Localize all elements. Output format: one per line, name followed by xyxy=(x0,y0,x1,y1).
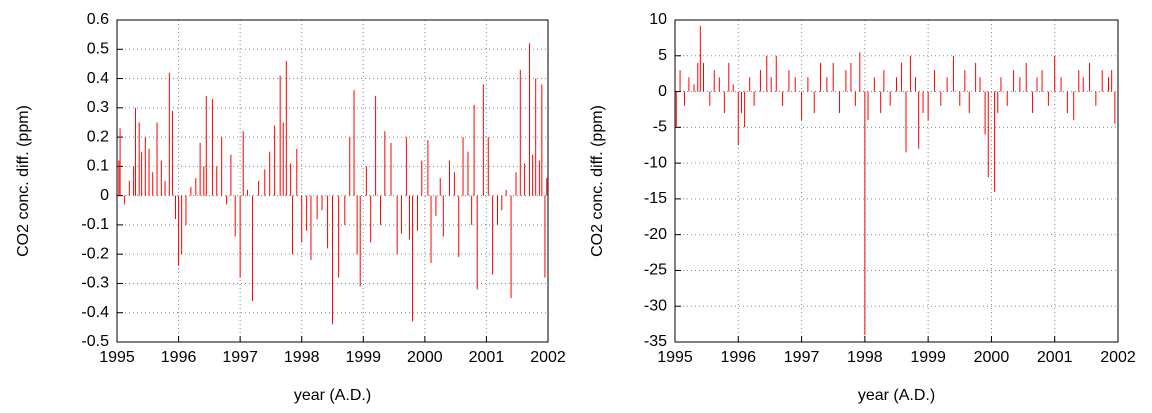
plot-frame xyxy=(674,19,1119,343)
x-tick-label: 1996 xyxy=(720,349,756,366)
y-tick-label: -5 xyxy=(653,119,667,136)
x-tick-label: 2000 xyxy=(407,349,443,366)
y-axis-label: CO2 conc. diff. (ppm) xyxy=(589,105,606,257)
y-axis-label: CO2 conc. diff. (ppm) xyxy=(15,105,32,257)
x-tick-label: 1998 xyxy=(284,349,320,366)
plot-frame xyxy=(116,19,549,343)
x-tick-label: 1997 xyxy=(784,349,820,366)
x-tick-label: 2001 xyxy=(1037,349,1073,366)
y-tick-label: 0.2 xyxy=(87,128,109,145)
x-tick-label: 1999 xyxy=(910,349,946,366)
x-tick-label: 1999 xyxy=(345,349,381,366)
y-tick-label: 0.6 xyxy=(87,11,109,28)
y-tick-label: -30 xyxy=(644,297,667,314)
y-tick-label: -0.2 xyxy=(81,245,109,262)
y-tick-label: -10 xyxy=(644,154,667,171)
y-tick-label: 0.4 xyxy=(87,70,109,87)
y-tick-label: -35 xyxy=(644,333,667,350)
x-tick-label: 2000 xyxy=(974,349,1010,366)
x-tick-label: 1997 xyxy=(222,349,258,366)
y-tick-label: -0.4 xyxy=(81,304,109,321)
x-axis-label: year (A.D.) xyxy=(294,387,371,404)
y-tick-label: 0.5 xyxy=(87,40,109,57)
y-tick-label: -0.3 xyxy=(81,275,109,292)
y-tick-label: -0.5 xyxy=(81,333,109,350)
y-tick-label: 0 xyxy=(658,83,667,100)
x-tick-label: 1995 xyxy=(99,349,135,366)
y-tick-label: -20 xyxy=(644,226,667,243)
y-tick-label: -15 xyxy=(644,190,667,207)
y-tick-label: 10 xyxy=(649,11,667,28)
y-tick-label: 0 xyxy=(100,187,109,204)
x-tick-label: 1996 xyxy=(161,349,197,366)
y-tick-label: 0.1 xyxy=(87,158,109,175)
y-tick-label: -0.1 xyxy=(81,216,109,233)
x-tick-label: 1998 xyxy=(847,349,883,366)
y-tick-label: 0.3 xyxy=(87,99,109,116)
x-tick-label: 2002 xyxy=(530,349,566,366)
x-axis-label: year (A.D.) xyxy=(858,387,935,404)
x-tick-label: 2001 xyxy=(469,349,505,366)
y-tick-label: -25 xyxy=(644,262,667,279)
x-tick-label: 2002 xyxy=(1100,349,1136,366)
x-tick-label: 1995 xyxy=(657,349,693,366)
y-tick-label: 5 xyxy=(658,47,667,64)
